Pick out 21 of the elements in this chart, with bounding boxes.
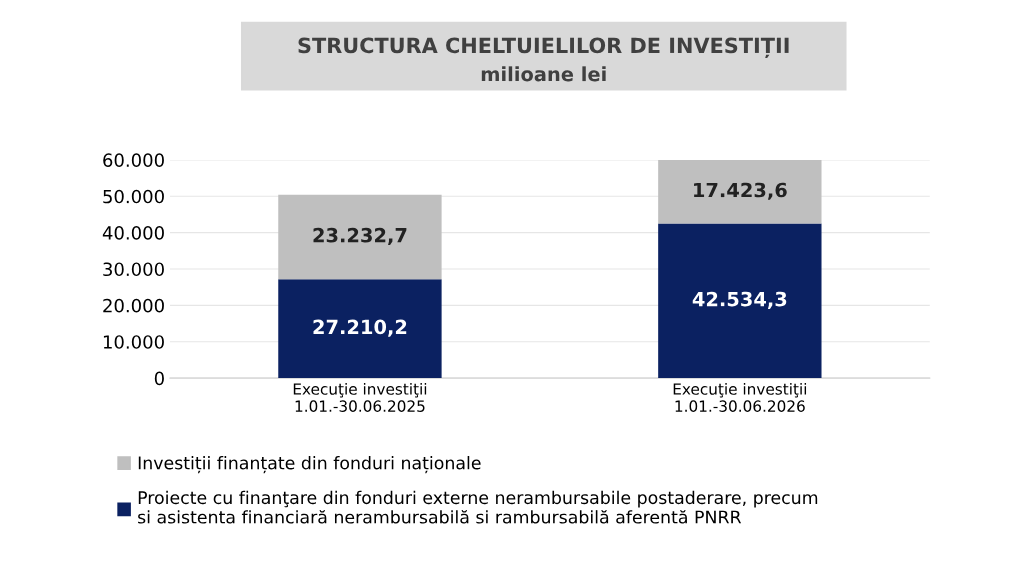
- chart-subtitle: milioane lei: [481, 66, 606, 82]
- y-tick-label: 40.000: [102, 226, 164, 240]
- y-tick-label: 10.000: [103, 335, 164, 349]
- data-label: 17.423,6: [694, 182, 787, 200]
- y-tick-label: 0: [154, 371, 164, 386]
- data-label: 27.210,2: [313, 319, 407, 337]
- y-tick-label: 30.000: [103, 262, 164, 277]
- bar: [278, 194, 442, 280]
- bar: [658, 223, 822, 379]
- x-tick-label: Execuţie investiţii 1.01.-30.06.2025: [293, 382, 427, 412]
- bar: [658, 160, 822, 224]
- y-tick-label: 50.000: [103, 189, 164, 204]
- bar: [278, 279, 442, 379]
- legend-label: Investiții finanțate din fonduri naționale: [138, 456, 481, 474]
- y-tick-label: 60.000: [103, 153, 164, 167]
- data-label: 42.534,3: [692, 291, 787, 309]
- data-label: 23.232,7: [313, 227, 407, 246]
- x-tick-label: Execuţie investiţii 1.01.-30.06.2026: [673, 382, 807, 412]
- y-tick-label: 20.000: [103, 298, 164, 313]
- chart-title: STRUCTURA CHELTUIELILOR DE INVESTIȚII: [298, 37, 789, 58]
- legend-label: Proiecte cu finanţare din fonduri externe nerambursabile postaderare, precum si asistenta financiară nerambursabilă si rambursabilă aferentă PNRR: [138, 490, 818, 524]
